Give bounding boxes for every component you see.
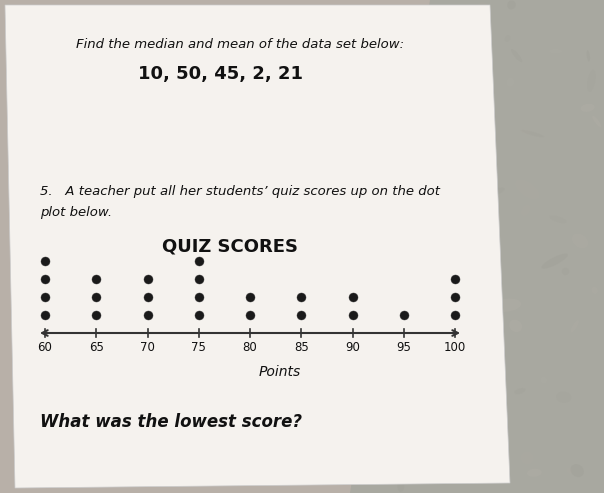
Ellipse shape — [407, 396, 417, 409]
Ellipse shape — [591, 287, 598, 294]
Text: 100: 100 — [444, 341, 466, 354]
Ellipse shape — [454, 43, 467, 64]
Text: 60: 60 — [37, 341, 53, 354]
Ellipse shape — [564, 73, 574, 86]
Ellipse shape — [445, 444, 452, 452]
Ellipse shape — [380, 24, 395, 35]
Ellipse shape — [420, 362, 428, 372]
Ellipse shape — [409, 135, 421, 139]
Ellipse shape — [374, 447, 403, 456]
Ellipse shape — [549, 215, 567, 223]
Ellipse shape — [521, 205, 530, 216]
Ellipse shape — [393, 139, 410, 148]
Ellipse shape — [521, 452, 533, 464]
Text: 95: 95 — [396, 341, 411, 354]
Ellipse shape — [417, 170, 427, 180]
Ellipse shape — [521, 130, 544, 138]
Ellipse shape — [507, 0, 516, 9]
Ellipse shape — [384, 248, 401, 253]
Ellipse shape — [483, 137, 490, 163]
Ellipse shape — [414, 207, 422, 219]
Ellipse shape — [580, 104, 595, 112]
Ellipse shape — [370, 16, 395, 25]
Polygon shape — [350, 0, 604, 493]
Ellipse shape — [428, 78, 437, 90]
Ellipse shape — [556, 391, 571, 403]
Ellipse shape — [477, 1, 488, 13]
Ellipse shape — [466, 51, 478, 59]
Ellipse shape — [420, 362, 437, 381]
Text: 85: 85 — [294, 341, 309, 354]
Ellipse shape — [496, 59, 510, 72]
Ellipse shape — [541, 377, 547, 384]
Ellipse shape — [582, 7, 590, 19]
Ellipse shape — [566, 467, 572, 474]
Ellipse shape — [570, 249, 582, 268]
Ellipse shape — [471, 323, 480, 333]
Ellipse shape — [432, 220, 450, 231]
Ellipse shape — [514, 388, 525, 394]
Ellipse shape — [435, 433, 441, 449]
Ellipse shape — [407, 258, 419, 271]
Ellipse shape — [372, 45, 388, 62]
Ellipse shape — [495, 176, 509, 187]
Ellipse shape — [446, 338, 455, 348]
Text: 75: 75 — [191, 341, 206, 354]
Ellipse shape — [492, 298, 521, 312]
Ellipse shape — [562, 268, 569, 275]
Ellipse shape — [527, 469, 542, 477]
Text: 80: 80 — [243, 341, 257, 354]
Ellipse shape — [417, 137, 426, 146]
Ellipse shape — [419, 441, 431, 453]
Ellipse shape — [586, 50, 590, 62]
Text: Points: Points — [259, 365, 301, 379]
Text: Find the median and mean of the data set below:: Find the median and mean of the data set… — [76, 38, 404, 51]
Ellipse shape — [471, 448, 489, 457]
Ellipse shape — [506, 77, 514, 87]
Text: 70: 70 — [140, 341, 155, 354]
Ellipse shape — [587, 70, 596, 92]
Ellipse shape — [582, 209, 591, 221]
Ellipse shape — [549, 49, 562, 53]
Ellipse shape — [445, 18, 467, 31]
Ellipse shape — [490, 187, 505, 195]
Ellipse shape — [425, 396, 445, 415]
Text: What was the lowest score?: What was the lowest score? — [40, 413, 302, 431]
Ellipse shape — [515, 179, 539, 200]
Text: 10, 50, 45, 2, 21: 10, 50, 45, 2, 21 — [138, 65, 303, 83]
Ellipse shape — [385, 41, 402, 55]
Ellipse shape — [401, 480, 415, 491]
Ellipse shape — [511, 447, 524, 457]
Polygon shape — [5, 5, 510, 488]
Ellipse shape — [583, 8, 602, 28]
Ellipse shape — [391, 425, 404, 445]
Ellipse shape — [485, 196, 492, 206]
Text: plot below.: plot below. — [40, 206, 112, 219]
Ellipse shape — [505, 35, 510, 42]
Ellipse shape — [511, 49, 522, 62]
Text: 90: 90 — [345, 341, 360, 354]
Ellipse shape — [572, 234, 588, 248]
Ellipse shape — [441, 24, 454, 33]
Ellipse shape — [384, 406, 391, 416]
Text: 65: 65 — [89, 341, 104, 354]
Ellipse shape — [469, 473, 480, 482]
Ellipse shape — [474, 303, 489, 316]
Text: QUIZ SCORES: QUIZ SCORES — [162, 238, 298, 256]
Ellipse shape — [450, 461, 474, 479]
Ellipse shape — [571, 464, 584, 477]
Ellipse shape — [447, 422, 459, 439]
Ellipse shape — [592, 116, 602, 128]
Ellipse shape — [419, 327, 435, 333]
Ellipse shape — [394, 0, 417, 18]
Ellipse shape — [477, 144, 491, 158]
Ellipse shape — [541, 253, 568, 269]
Ellipse shape — [397, 481, 404, 492]
Ellipse shape — [571, 320, 579, 333]
Ellipse shape — [472, 342, 484, 368]
Ellipse shape — [509, 319, 522, 332]
Text: 5.   A teacher put all her students’ quiz scores up on the dot: 5. A teacher put all her students’ quiz … — [40, 185, 440, 198]
Ellipse shape — [521, 126, 530, 136]
